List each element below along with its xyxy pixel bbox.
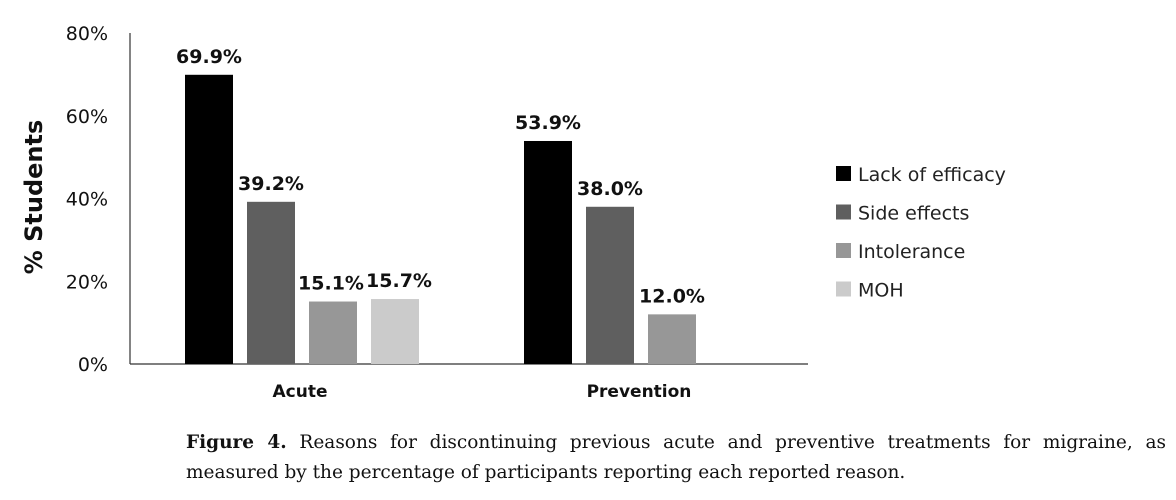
bar	[524, 140, 572, 364]
legend-label: Intolerance	[858, 241, 965, 263]
data-label: 15.7%	[366, 270, 432, 292]
legend-label: Lack of efficacy	[858, 164, 1006, 186]
data-label: 15.1%	[298, 273, 364, 295]
data-label: 69.9%	[176, 46, 242, 68]
legend-swatch	[836, 204, 851, 220]
legend: Lack of efficacy Side effects Intolerance M…	[836, 164, 1006, 302]
data-label: 38.0%	[577, 178, 643, 200]
bar	[371, 299, 419, 364]
bar	[586, 206, 634, 364]
bar	[247, 201, 295, 364]
y-tick-label: 0%	[78, 354, 108, 376]
data-label: 39.2%	[238, 173, 304, 195]
bars: 69.9% 39.2% 15.1% 15.7% 53.9% 38.0% 12.0%	[176, 46, 705, 364]
y-tick-label: 80%	[66, 23, 108, 45]
legend-label: MOH	[858, 280, 904, 302]
bar-chart: % Students 0% 20% 40% 60% 80% Acute Prevention…	[20, 23, 1006, 402]
legend-label: Side effects	[858, 203, 969, 225]
data-label: 12.0%	[639, 285, 705, 307]
legend-swatch	[836, 243, 851, 258]
caption-label: Figure 4.	[186, 432, 287, 453]
bar	[185, 74, 233, 364]
legend-swatch	[836, 166, 851, 181]
figure-caption: Figure 4. Reasons for discontinuing prev…	[186, 428, 1166, 488]
bar	[648, 314, 696, 364]
y-tick-label: 60%	[66, 106, 108, 128]
x-category-label: Prevention	[587, 382, 692, 402]
y-tick-label: 20%	[66, 271, 108, 293]
x-category-label: Acute	[273, 382, 328, 402]
y-axis-label: % Students	[20, 120, 48, 275]
legend-swatch	[836, 281, 851, 297]
data-label: 53.9%	[515, 112, 581, 134]
y-tick-label: 40%	[66, 189, 108, 211]
axes: 0% 20% 40% 60% 80% Acute Prevention	[66, 23, 808, 402]
bar	[309, 301, 357, 364]
caption-text: Reasons for discontinuing previous acute…	[186, 432, 1166, 483]
